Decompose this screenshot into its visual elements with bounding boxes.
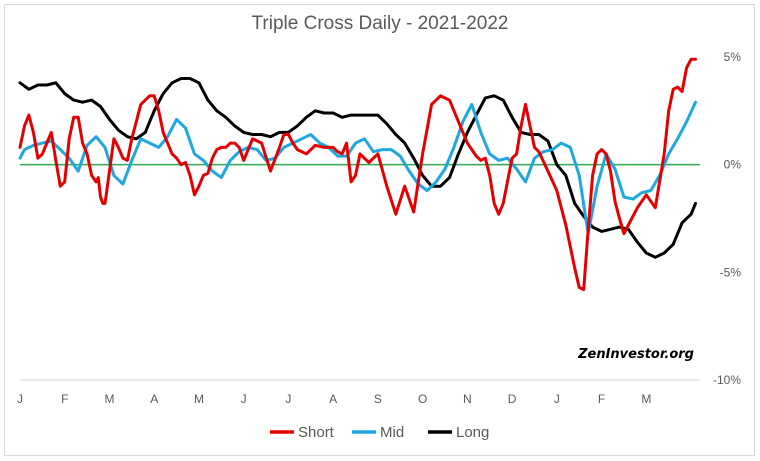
x-tick-label: J — [241, 392, 247, 406]
series-line-mid — [18, 100, 697, 236]
y-tick-label: 0% — [724, 158, 742, 172]
series-line-short — [18, 57, 697, 292]
legend-label-long: Long — [456, 424, 489, 441]
x-tick-label: D — [508, 392, 517, 406]
x-tick-label: M — [194, 392, 204, 406]
x-tick-label: M — [104, 392, 114, 406]
y-axis-labels: 5% 0% -5% -10% — [713, 50, 741, 387]
y-tick-label: -10% — [713, 373, 741, 387]
legend: Short Mid Long — [270, 424, 489, 441]
x-tick-label: A — [150, 392, 158, 406]
x-tick-label: F — [61, 392, 68, 406]
x-tick-label: N — [463, 392, 472, 406]
watermark: ZenInvestor.org — [577, 347, 694, 362]
legend-label-short: Short — [298, 424, 335, 441]
chart-title: Triple Cross Daily - 2021-2022 — [251, 13, 509, 34]
x-tick-label: J — [285, 392, 291, 406]
x-tick-label: O — [418, 392, 427, 406]
x-tick-label: J — [554, 392, 560, 406]
x-tick-label: J — [17, 392, 23, 406]
legend-label-mid: Mid — [380, 424, 404, 441]
x-tick-label: A — [329, 392, 337, 406]
series-layer — [18, 57, 697, 292]
x-tick-label: F — [598, 392, 605, 406]
x-tick-label: S — [374, 392, 382, 406]
x-tick-label: M — [641, 392, 651, 406]
y-tick-label: -5% — [720, 265, 742, 279]
y-tick-label: 5% — [724, 50, 742, 64]
